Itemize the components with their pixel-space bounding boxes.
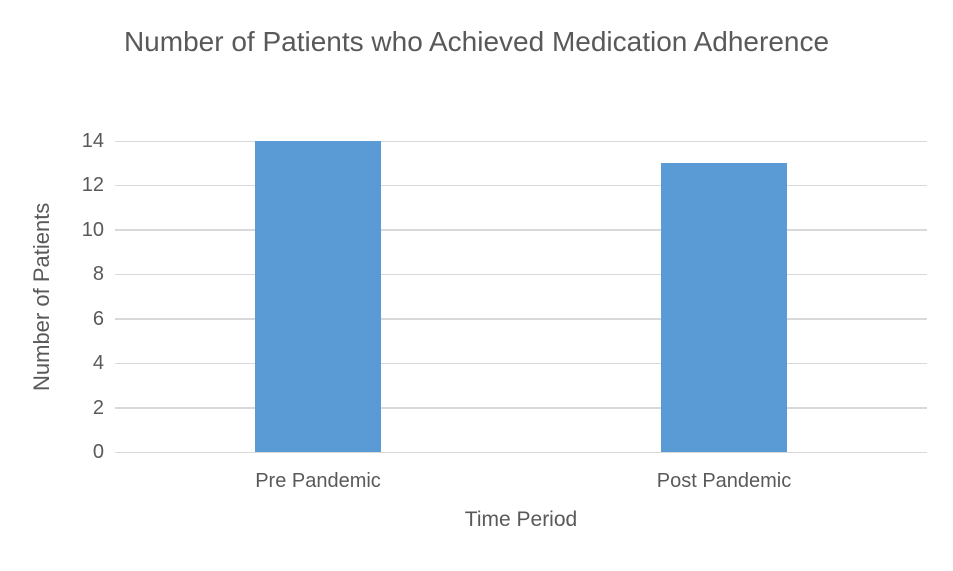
x-category-label: Pre Pandemic: [255, 470, 381, 492]
y-tick-label: 4: [92, 352, 104, 375]
y-tick-label: 2: [92, 396, 104, 419]
x-axis-title: Time Period: [464, 508, 578, 531]
x-axis-category-labels: Pre Pandemic Post Pandemic: [115, 470, 927, 498]
gridline: [115, 229, 927, 231]
x-category-label: Post Pandemic: [656, 470, 792, 492]
y-tick-label: 0: [92, 441, 104, 463]
y-tick-label: 12: [81, 174, 104, 197]
y-tick-label: 8: [92, 263, 104, 286]
y-tick-label: 14: [81, 130, 104, 152]
chart-title: Number of Patients who Achieved Medicati…: [123, 26, 830, 57]
bar-post-pandemic: [661, 163, 787, 452]
gridline: [115, 140, 927, 142]
bar-pre-pandemic: [255, 141, 381, 452]
gridline: [115, 273, 927, 276]
y-tick-label: 10: [81, 218, 104, 241]
y-axis-tick-labels: 0 2 4 6 8 10 12 14: [0, 131, 104, 462]
x-axis-line: [115, 451, 927, 453]
plot-area: [115, 140, 927, 453]
gridline: [115, 184, 927, 187]
gridline: [115, 407, 927, 409]
y-tick-label: 6: [92, 307, 104, 330]
gridline: [115, 362, 927, 365]
gridline: [115, 318, 927, 320]
